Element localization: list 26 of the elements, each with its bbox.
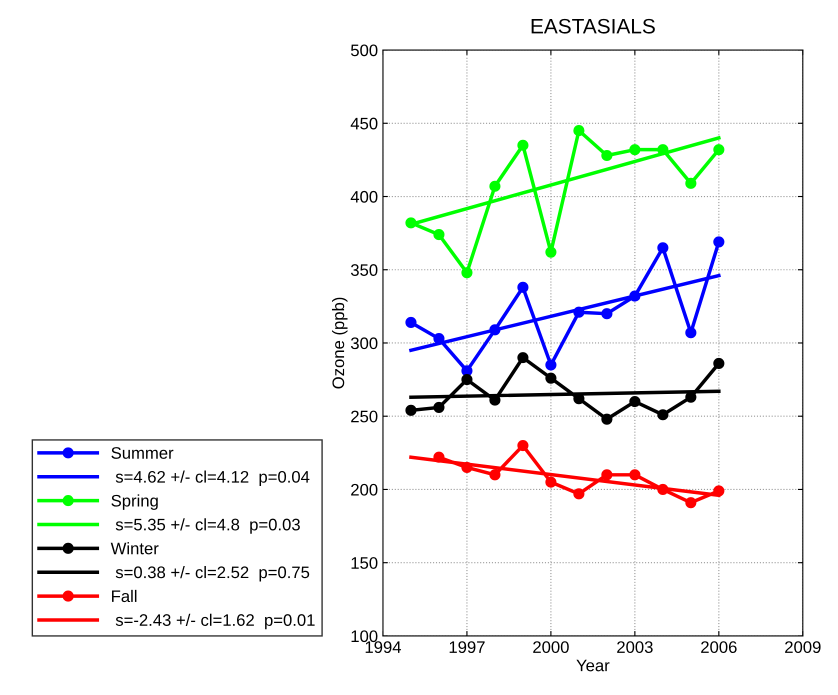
x-tick-label: 1997 bbox=[450, 641, 485, 654]
y-tick-label: 100 bbox=[352, 630, 378, 642]
chart-title: EASTASIALS bbox=[532, 18, 655, 34]
x-tick-label: 2009 bbox=[785, 641, 821, 654]
legend-label: Summer bbox=[111, 447, 174, 459]
y-axis-title: Ozone (ppb) bbox=[332, 298, 348, 389]
x-tick-label: 2000 bbox=[533, 641, 569, 654]
legend-label: Fall bbox=[112, 590, 136, 602]
y-tick-label: 450 bbox=[350, 118, 378, 130]
y-tick-label: 150 bbox=[352, 557, 378, 569]
y-tick-label: 400 bbox=[350, 190, 378, 203]
legend-label: s=5.35 +/- cl=4.8 p=0.03 bbox=[116, 518, 300, 534]
y-tick-label: 300 bbox=[350, 337, 378, 350]
legend-label: s=4.62 +/- cl=4.12 p=0.04 bbox=[116, 470, 310, 486]
y-tick-label: 250 bbox=[351, 410, 378, 422]
y-tick-label: 350 bbox=[350, 264, 378, 276]
legend-label: s=-2.43 +/- cl=1.62 p=0.01 bbox=[116, 614, 315, 630]
legend-label: Spring bbox=[111, 494, 158, 510]
legend-label: s=0.38 +/- cl=2.52 p=0.75 bbox=[116, 566, 310, 582]
x-tick-label: 2003 bbox=[617, 641, 653, 654]
x-tick-label: 1994 bbox=[366, 641, 402, 654]
y-tick-label: 500 bbox=[350, 44, 378, 56]
x-tick-label: 2006 bbox=[701, 641, 737, 654]
y-tick-label: 200 bbox=[351, 484, 378, 496]
legend-label: Winter bbox=[110, 542, 159, 554]
x-axis-title: Year bbox=[576, 660, 610, 672]
